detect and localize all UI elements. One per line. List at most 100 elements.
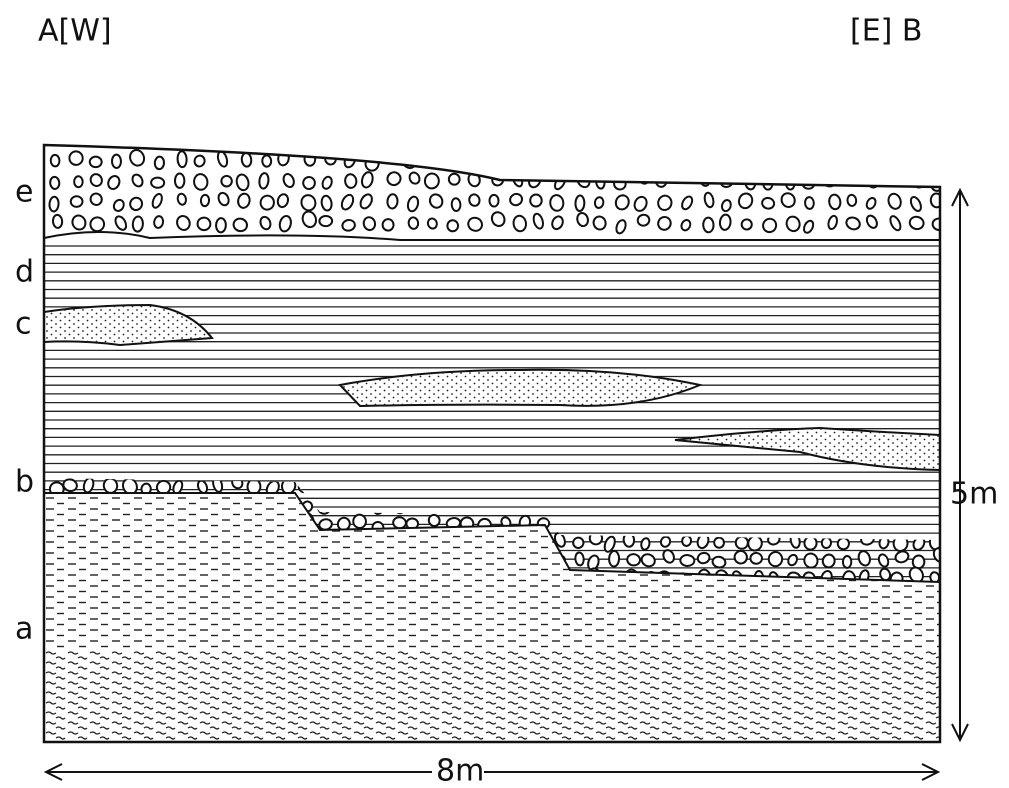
- pebble: [785, 215, 801, 233]
- pebble: [176, 150, 188, 169]
- pebble: [836, 537, 850, 551]
- pebble: [827, 214, 838, 231]
- height-label: 5m: [950, 477, 998, 512]
- pebble: [386, 171, 402, 187]
- pebble: [553, 532, 566, 548]
- pebble: [237, 192, 251, 209]
- pebble: [240, 151, 253, 168]
- pebble: [300, 194, 317, 212]
- pebble: [529, 193, 543, 208]
- pebble: [129, 149, 146, 167]
- pebble: [319, 480, 332, 498]
- pebble: [612, 154, 626, 167]
- pebble: [261, 154, 273, 168]
- pebble: [423, 152, 438, 167]
- pebble: [318, 214, 334, 228]
- pebble: [929, 153, 940, 171]
- pebble: [528, 152, 544, 169]
- pebble: [317, 500, 332, 515]
- pebble: [785, 478, 798, 495]
- pebble: [766, 514, 781, 529]
- layer-label: c: [15, 307, 32, 342]
- pebble: [802, 151, 819, 167]
- pebble: [713, 536, 725, 549]
- pebble: [828, 193, 842, 211]
- pebble: [635, 153, 648, 171]
- pebble: [702, 216, 715, 234]
- pebble: [621, 478, 637, 495]
- pebble: [928, 499, 940, 517]
- pebble: [406, 497, 421, 513]
- pebble: [447, 172, 461, 186]
- pebble: [89, 216, 106, 233]
- pebble: [337, 498, 350, 513]
- pebble: [681, 534, 693, 547]
- pebble: [761, 174, 774, 191]
- pebble: [846, 193, 858, 207]
- pebble: [767, 551, 784, 568]
- pebble: [804, 196, 815, 210]
- pebble: [573, 150, 586, 167]
- pebble: [68, 150, 84, 166]
- pebble: [235, 173, 250, 192]
- pebble: [215, 217, 227, 234]
- pebble: [654, 172, 668, 188]
- pebble: [153, 155, 165, 171]
- pebble: [636, 213, 651, 227]
- layer-label: b: [15, 465, 34, 500]
- pebble: [572, 536, 585, 549]
- pebble: [355, 479, 368, 497]
- pebble: [391, 497, 405, 515]
- layer-a-wavy: [44, 650, 940, 742]
- pebble: [592, 215, 607, 231]
- pebble: [592, 151, 606, 165]
- pebble: [658, 498, 672, 513]
- sand-lens-fill: [340, 369, 700, 406]
- pebble: [718, 213, 732, 231]
- pebble: [259, 215, 272, 231]
- pebble: [593, 196, 605, 209]
- pebble: [615, 219, 627, 235]
- pebble: [336, 478, 352, 493]
- pebble: [784, 175, 796, 191]
- pebble: [734, 535, 749, 550]
- pebble: [426, 496, 438, 511]
- pebble: [89, 192, 103, 206]
- height-arrow: [951, 187, 969, 743]
- pebble: [695, 514, 710, 532]
- pebble: [770, 497, 784, 513]
- pebble: [344, 173, 358, 189]
- pebble: [153, 215, 165, 229]
- pebble: [698, 173, 711, 187]
- pebble: [703, 191, 715, 209]
- pebble: [608, 550, 621, 568]
- pebble: [824, 495, 841, 512]
- pebble: [696, 533, 710, 550]
- pebble: [604, 481, 619, 497]
- pebble: [173, 172, 186, 189]
- pebble: [48, 195, 60, 213]
- pebble: [807, 515, 818, 530]
- pebble: [802, 219, 815, 234]
- pebble: [624, 497, 638, 511]
- pebble: [877, 553, 890, 568]
- pebble: [574, 194, 586, 212]
- pebble: [468, 193, 481, 207]
- pebble: [217, 191, 230, 207]
- pebble: [763, 153, 778, 170]
- pebble: [212, 478, 224, 493]
- pebble: [662, 549, 675, 564]
- pebble: [865, 214, 878, 229]
- pebble: [885, 154, 898, 167]
- pebble: [680, 219, 692, 232]
- pebble: [663, 515, 679, 530]
- pebble: [640, 553, 656, 568]
- pebble: [549, 194, 565, 212]
- pebble: [512, 214, 527, 233]
- pebble: [176, 215, 191, 231]
- pebble: [622, 532, 636, 548]
- pebble: [909, 152, 923, 166]
- end-label-west: A[W]: [38, 14, 112, 49]
- pebble: [613, 177, 627, 191]
